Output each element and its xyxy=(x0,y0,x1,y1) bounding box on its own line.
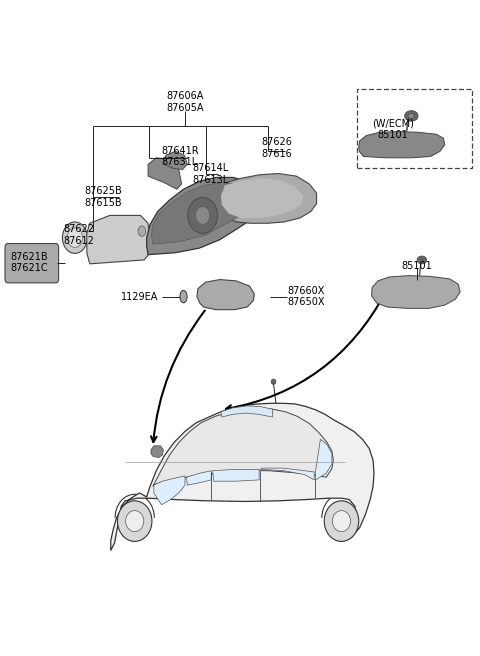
Text: 1129EA: 1129EA xyxy=(121,291,158,302)
Polygon shape xyxy=(221,406,273,417)
Text: 87660X
87650X: 87660X 87650X xyxy=(288,286,325,308)
Polygon shape xyxy=(87,215,150,264)
Text: 87625B
87615B: 87625B 87615B xyxy=(84,186,122,208)
Ellipse shape xyxy=(188,197,217,234)
Polygon shape xyxy=(154,476,185,504)
Text: 85101: 85101 xyxy=(402,261,432,271)
Text: 87641R
87631L: 87641R 87631L xyxy=(161,146,199,167)
Ellipse shape xyxy=(405,111,418,121)
Polygon shape xyxy=(148,158,181,189)
Text: 87621B
87621C: 87621B 87621C xyxy=(10,252,48,274)
Polygon shape xyxy=(372,276,460,308)
Ellipse shape xyxy=(126,510,144,531)
Polygon shape xyxy=(217,173,317,223)
Text: 87606A
87605A: 87606A 87605A xyxy=(166,91,204,113)
FancyBboxPatch shape xyxy=(357,89,472,168)
Ellipse shape xyxy=(138,226,146,236)
Text: 87626
87616: 87626 87616 xyxy=(262,137,292,159)
Ellipse shape xyxy=(62,222,87,253)
Polygon shape xyxy=(151,446,163,458)
Ellipse shape xyxy=(417,256,427,264)
Ellipse shape xyxy=(67,228,83,247)
Polygon shape xyxy=(147,177,265,255)
Polygon shape xyxy=(261,468,314,480)
Ellipse shape xyxy=(180,291,187,303)
Polygon shape xyxy=(221,178,303,218)
FancyBboxPatch shape xyxy=(5,243,59,283)
Text: 87622
87612: 87622 87612 xyxy=(63,224,94,246)
Polygon shape xyxy=(152,182,257,244)
Ellipse shape xyxy=(408,113,415,119)
Polygon shape xyxy=(186,471,211,485)
Ellipse shape xyxy=(118,501,152,541)
Ellipse shape xyxy=(271,379,276,384)
Ellipse shape xyxy=(195,207,210,224)
Polygon shape xyxy=(316,440,332,480)
Ellipse shape xyxy=(332,510,350,531)
Text: 87614L
87613L: 87614L 87613L xyxy=(192,163,228,185)
Polygon shape xyxy=(359,132,445,158)
Text: (W/ECM)
85101: (W/ECM) 85101 xyxy=(372,119,414,140)
Polygon shape xyxy=(111,403,374,550)
Polygon shape xyxy=(153,408,333,486)
Polygon shape xyxy=(197,279,254,310)
Polygon shape xyxy=(213,470,259,482)
Ellipse shape xyxy=(324,501,359,541)
Polygon shape xyxy=(164,152,187,170)
